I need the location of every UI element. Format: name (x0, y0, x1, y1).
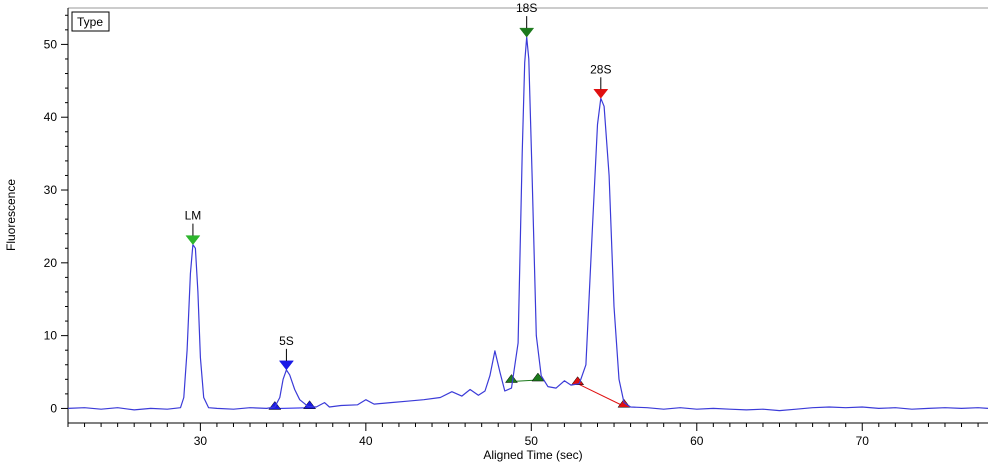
y-major-ticks: 0 10 20 30 40 50 (44, 37, 68, 415)
baseline-line (274, 407, 310, 409)
x-tick-label: 70 (856, 434, 870, 448)
peak-label: 5S (279, 334, 294, 348)
baseline-line (577, 383, 625, 407)
y-tick-label: 0 (50, 401, 57, 415)
fluorescence-trace (67, 36, 989, 412)
x-tick-label: 40 (359, 434, 373, 448)
x-tick-label: 50 (525, 434, 539, 448)
peak-baselines (268, 372, 631, 410)
x-axis-title: Aligned Time (sec) (483, 448, 582, 462)
peak-marker (519, 27, 535, 38)
baseline-marker (504, 374, 518, 383)
y-tick-label: 50 (44, 37, 58, 51)
legend[interactable]: Type (71, 11, 110, 32)
peak-label: 28S (590, 62, 611, 76)
peak-marker (185, 235, 201, 246)
legend-label: Type (77, 15, 103, 29)
y-tick-label: 20 (44, 256, 58, 270)
y-tick-label: 10 (44, 329, 58, 343)
y-tick-label: 40 (44, 110, 58, 124)
peak-marker (278, 360, 294, 371)
y-minor-ticks (65, 14, 68, 395)
peak-markers: LM 5S 18S 28S (185, 1, 611, 371)
x-tick-label: 60 (690, 434, 704, 448)
x-major-ticks: 30 40 50 60 70 (194, 423, 870, 448)
y-tick-label: 30 (44, 183, 58, 197)
baseline-marker (531, 372, 545, 382)
y-axis-title: Fluorescence (4, 179, 18, 251)
x-tick-label: 30 (194, 434, 208, 448)
legend-box[interactable] (71, 11, 110, 32)
peak-marker (593, 89, 609, 99)
peak-label: 18S (516, 1, 537, 15)
x-minor-ticks (67, 423, 979, 427)
peak-label: LM (185, 209, 202, 223)
